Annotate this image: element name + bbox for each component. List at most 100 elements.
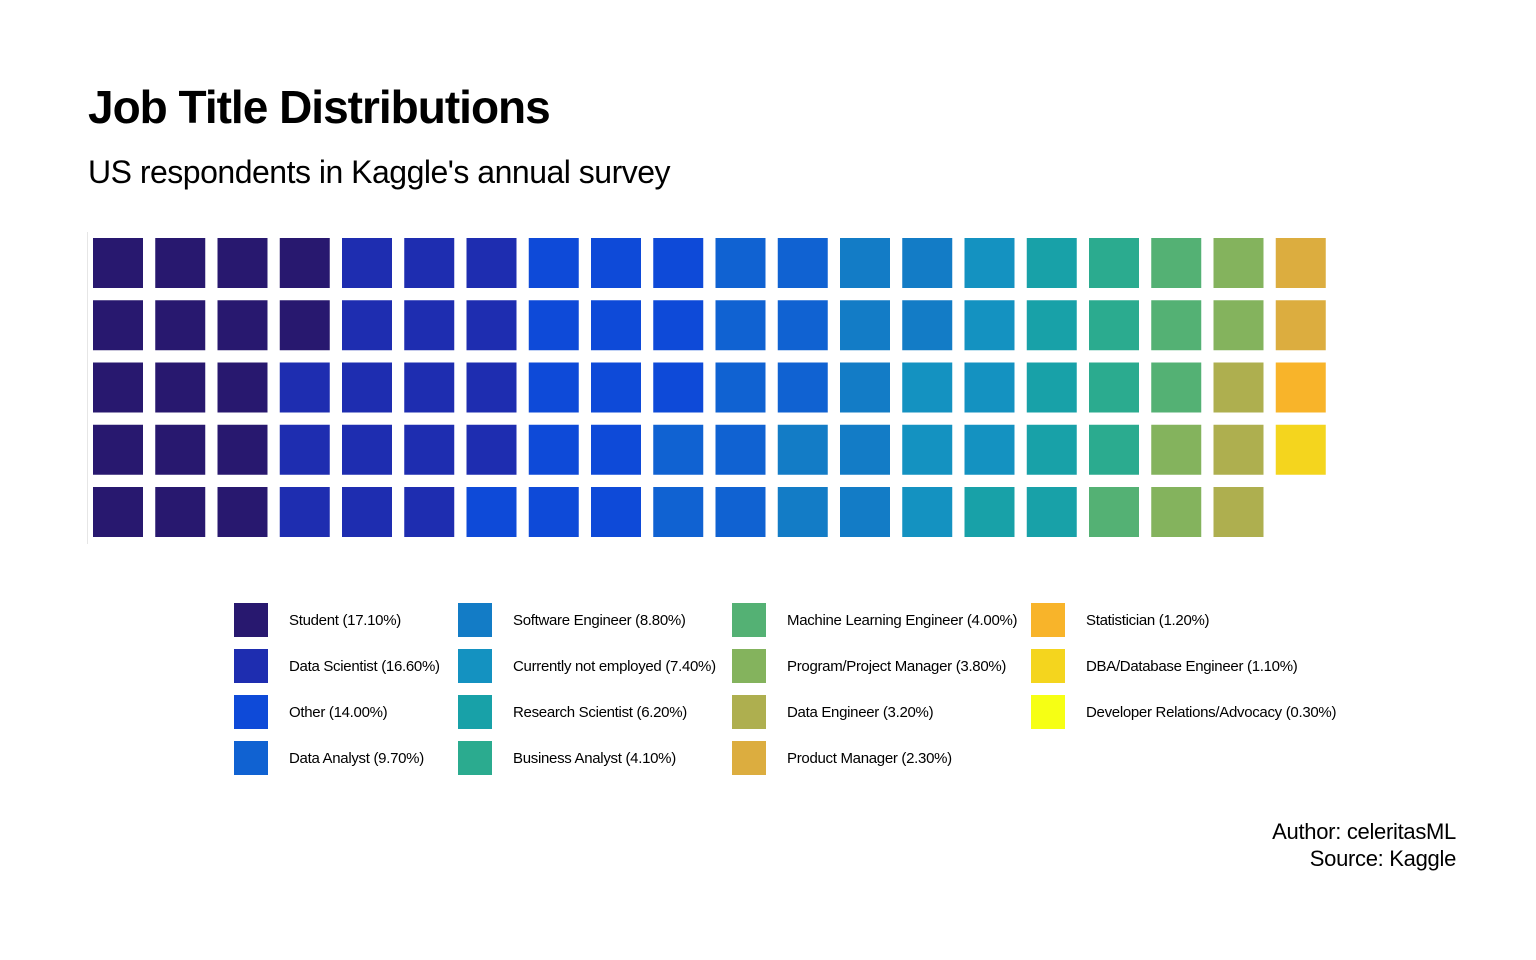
legend-swatch-11	[732, 741, 766, 775]
legend-label-4: Software Engineer (8.80%)	[513, 611, 686, 629]
legend-swatch-1	[234, 649, 268, 683]
legend-entry-12: Statistician (1.20%)	[1031, 602, 1210, 638]
waffle-tile-1-4	[342, 300, 392, 351]
legend-entry-6: Research Scientist (6.20%)	[458, 694, 687, 730]
waffle-tile-7-1	[1089, 300, 1139, 351]
waffle-tile-1-9	[404, 300, 455, 351]
waffle-tile-0-5	[155, 238, 206, 288]
waffle-tile-9-0	[1151, 424, 1202, 475]
waffle-tile-3-3	[715, 300, 766, 351]
legend-label-14: Developer Relations/Advocacy (0.30%)	[1086, 703, 1337, 721]
waffle-tile-1-5	[342, 362, 392, 413]
waffle-tile-1-8	[404, 238, 455, 288]
waffle-tile-5-1	[902, 424, 953, 475]
waffle-tile-0-16	[279, 300, 330, 351]
legend-swatch-9	[732, 649, 766, 683]
waffle-tile-8-3	[1151, 362, 1202, 413]
waffle-tile-2-10	[591, 487, 641, 537]
waffle-tile-1-7	[342, 487, 392, 537]
waffle-tile-2-6	[591, 238, 641, 288]
waffle-tile-10-2	[1213, 487, 1264, 537]
legend-label-10: Data Engineer (3.20%)	[787, 703, 934, 721]
legend-entry-2: Other (14.00%)	[234, 694, 388, 730]
legend-swatch-4	[458, 603, 492, 637]
waffle-tile-4-5	[840, 424, 890, 475]
waffle-tile-5-2	[902, 487, 953, 537]
legend-entry-0: Student (17.10%)	[234, 602, 401, 638]
legend-entry-11: Product Manager (2.30%)	[732, 740, 952, 776]
waffle-tile-10-1	[1213, 424, 1264, 475]
waffle-tile-6-2	[1026, 300, 1077, 351]
waffle-tile-0-14	[217, 487, 268, 537]
waffle-tile-1-14	[466, 300, 517, 351]
chart-subtitle: US respondents in Kaggle's annual survey	[88, 154, 671, 190]
waffle-tile-2-9	[591, 424, 641, 475]
waffle-tile-1-1	[279, 424, 330, 475]
waffle-tile-7-2	[1089, 362, 1139, 413]
waffle-tile-10-0	[1213, 362, 1264, 413]
waffle-tile-2-2	[528, 300, 579, 351]
waffle-tile-6-3	[1026, 362, 1077, 413]
waffle-tile-3-5	[715, 424, 766, 475]
waffle-tile-7-3	[1089, 424, 1139, 475]
waffle-tile-2-12	[653, 300, 704, 351]
legend-label-7: Business Analyst (4.10%)	[513, 749, 676, 767]
waffle-tile-1-13	[466, 238, 517, 288]
waffle-tile-0-6	[155, 300, 206, 351]
legend-swatch-6	[458, 695, 492, 729]
legend-swatch-3	[234, 741, 268, 775]
caption-author: Author: celeritasML	[1272, 819, 1456, 844]
caption-source: Source: Kaggle	[1309, 846, 1457, 871]
waffle-tile-9-2	[1213, 238, 1264, 288]
waffle-tile-3-0	[653, 424, 704, 475]
legend-swatch-8	[732, 603, 766, 637]
waffle-tile-0-1	[93, 300, 143, 351]
legend-entry-7: Business Analyst (4.10%)	[458, 740, 676, 776]
waffle-tile-1-12	[404, 487, 455, 537]
waffle-tile-3-7	[777, 238, 828, 288]
legend-swatch-12	[1031, 603, 1065, 637]
waffle-tile-7-0	[1089, 238, 1139, 288]
waffle-tile-3-1	[653, 487, 704, 537]
waffle-tile-8-1	[1151, 238, 1202, 288]
waffle-tile-0-7	[155, 362, 206, 413]
waffle-tile-2-0	[466, 487, 517, 537]
waffle-tile-2-11	[653, 238, 704, 288]
waffle-tile-0-4	[93, 487, 143, 537]
waffle-tile-6-5	[1026, 487, 1077, 537]
legend-label-6: Research Scientist (6.20%)	[513, 703, 687, 721]
waffle-tile-4-4	[840, 362, 890, 413]
legend-swatch-7	[458, 741, 492, 775]
waffle-tile-4-6	[840, 487, 890, 537]
legend-entry-9: Program/Project Manager (3.80%)	[732, 648, 1006, 684]
legend-label-11: Product Manager (2.30%)	[787, 749, 952, 767]
waffle-tile-5-5	[964, 362, 1015, 413]
waffle-tile-1-16	[466, 424, 517, 475]
legend-swatch-5	[458, 649, 492, 683]
waffle-tile-1-0	[279, 362, 330, 413]
waffle-tile-4-0	[777, 424, 828, 475]
legend-label-1: Data Scientist (16.60%)	[289, 657, 440, 675]
waffle-tile-2-5	[528, 487, 579, 537]
waffle-tile-2-7	[591, 300, 641, 351]
waffle-tile-1-3	[342, 238, 392, 288]
waffle-tile-1-11	[404, 424, 455, 475]
legend-entry-10: Data Engineer (3.20%)	[732, 694, 934, 730]
waffle-tile-11-1	[1275, 300, 1326, 351]
waffle-tile-3-2	[715, 238, 766, 288]
legend-entry-5: Currently not employed (7.40%)	[458, 648, 716, 684]
legend-entry-13: DBA/Database Engineer (1.10%)	[1031, 648, 1298, 684]
waffle-tile-9-3	[1213, 300, 1264, 351]
waffle-tile-1-6	[342, 424, 392, 475]
waffle-tile-0-11	[217, 300, 268, 351]
waffle-tile-5-4	[964, 300, 1015, 351]
waffle-tile-1-10	[404, 362, 455, 413]
legend-swatch-13	[1031, 649, 1065, 683]
legend-swatch-14	[1031, 695, 1065, 729]
waffle-tile-0-15	[279, 238, 330, 288]
waffle-tile-0-3	[93, 424, 143, 475]
waffle-tile-2-1	[528, 238, 579, 288]
waffle-tile-5-6	[964, 424, 1015, 475]
waffle-tile-6-4	[1026, 424, 1077, 475]
legend-swatch-10	[732, 695, 766, 729]
